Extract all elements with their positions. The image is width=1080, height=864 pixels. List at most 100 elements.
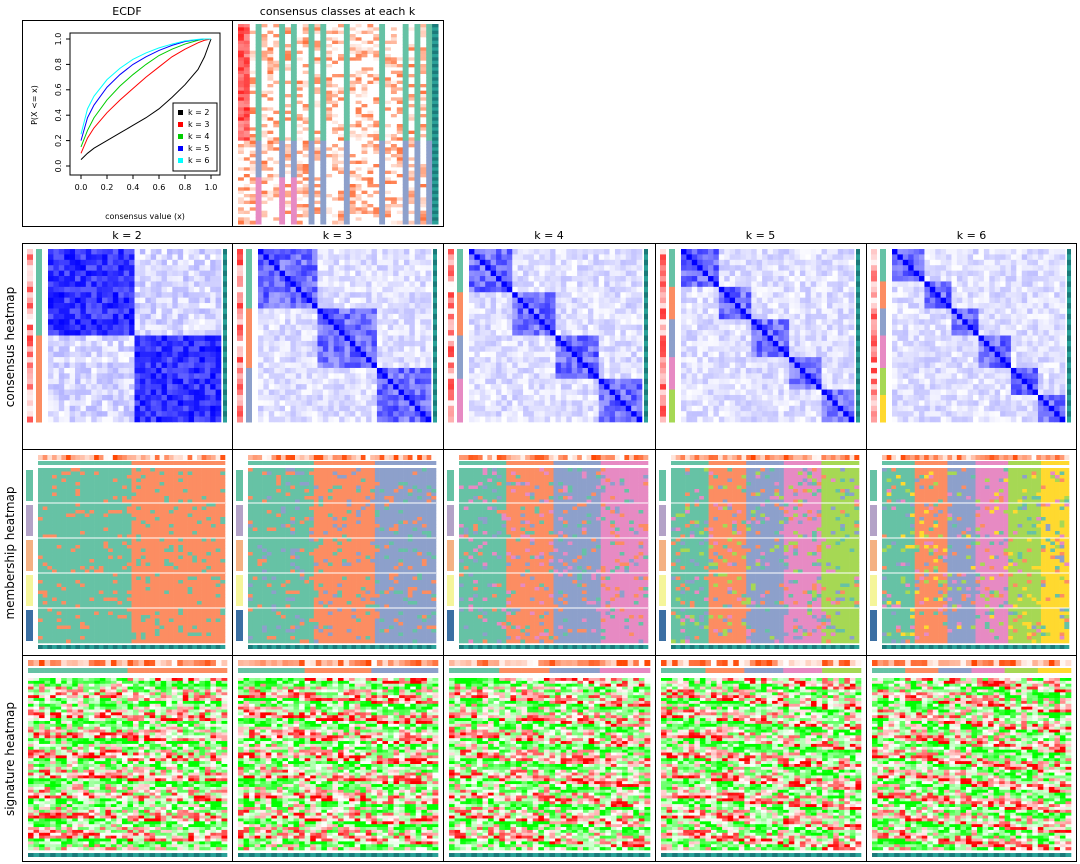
class-cell	[279, 57, 286, 62]
class-cell	[396, 117, 404, 122]
consensus-cell	[398, 411, 405, 417]
consensus-cell	[69, 281, 76, 288]
class-cell	[326, 40, 333, 45]
consensus-cell	[64, 319, 70, 325]
consensus-cell	[333, 405, 340, 412]
consensus-cell	[409, 351, 416, 358]
class-cell	[279, 210, 286, 215]
class-cell	[390, 87, 398, 92]
class-cell	[302, 27, 310, 32]
consensus-cell	[123, 378, 130, 385]
consensus-cell	[382, 411, 389, 417]
consensus-cell	[355, 324, 362, 331]
consensus-cell	[366, 276, 372, 282]
consensus-cell	[177, 351, 184, 358]
class-cell	[367, 150, 374, 155]
consensus-cell	[355, 340, 362, 347]
annotation-cell	[644, 405, 648, 412]
consensus-cell	[312, 270, 318, 277]
silhouette-cell	[448, 330, 454, 336]
class-cell	[390, 104, 398, 108]
consensus-cell	[177, 303, 184, 309]
consensus-cell	[58, 411, 65, 417]
class-cell	[273, 80, 280, 85]
consensus-cell	[550, 297, 556, 304]
consensus-cell	[96, 357, 103, 363]
consensus-cell	[53, 254, 60, 261]
consensus-cell	[85, 324, 92, 331]
consensus-cell	[145, 351, 152, 358]
class-cell	[314, 114, 321, 118]
consensus-cell	[387, 335, 394, 342]
consensus-cell	[517, 292, 524, 298]
consensus-cell	[177, 373, 184, 380]
class-cell	[314, 127, 321, 132]
consensus-cell	[177, 292, 184, 298]
consensus-cell	[550, 324, 556, 331]
class-cell	[314, 124, 321, 128]
consensus-cell	[290, 394, 297, 401]
consensus-cell	[150, 389, 157, 396]
class-cell	[385, 57, 392, 62]
consensus-cell	[496, 270, 502, 277]
consensus-cell	[279, 378, 286, 385]
class-cell	[385, 70, 392, 75]
class-cell	[390, 214, 398, 218]
annotation-cell	[644, 270, 648, 277]
class-cell	[36, 384, 42, 391]
consensus-cell	[496, 340, 502, 347]
class-cell	[426, 27, 433, 32]
silhouette-cell	[237, 346, 243, 353]
class-cell	[267, 80, 274, 85]
class-cell	[267, 197, 274, 202]
consensus-cell	[166, 389, 173, 396]
consensus-cell	[387, 292, 394, 298]
consensus-cell	[631, 249, 637, 255]
class-cell	[267, 120, 274, 125]
consensus-cell	[188, 276, 195, 282]
consensus-cell	[371, 340, 378, 347]
consensus-cell	[118, 292, 124, 298]
consensus-cell	[322, 249, 329, 255]
silhouette-cell	[237, 265, 243, 272]
class-cell	[255, 104, 263, 108]
consensus-cell	[614, 303, 621, 309]
consensus-cell	[587, 270, 594, 277]
class-cell	[296, 204, 304, 208]
annotation-cell	[223, 367, 227, 374]
consensus-cell	[366, 249, 372, 255]
consensus-cell	[258, 265, 264, 271]
consensus-cell	[64, 249, 70, 255]
class-cell	[238, 190, 245, 195]
consensus-cell	[210, 254, 216, 261]
class-cell	[343, 44, 351, 48]
consensus-cell	[371, 362, 378, 369]
class-cell	[296, 140, 304, 145]
consensus-cell	[258, 276, 264, 282]
class-cell	[255, 137, 263, 142]
consensus-cell	[204, 411, 211, 417]
class-cell	[308, 44, 315, 48]
class-cell	[296, 207, 304, 212]
class-cell	[320, 217, 327, 222]
consensus-cell	[139, 362, 146, 369]
class-cell	[308, 127, 315, 132]
consensus-cell	[123, 405, 130, 412]
consensus-cell	[123, 259, 130, 266]
consensus-cell	[506, 259, 513, 266]
consensus-cell	[577, 265, 583, 271]
class-cell	[326, 77, 333, 82]
consensus-cell	[344, 249, 351, 255]
consensus-cell	[156, 276, 162, 282]
consensus-cell	[210, 303, 216, 309]
class-cell	[238, 194, 245, 198]
consensus-cell	[523, 249, 529, 255]
consensus-cell	[393, 297, 399, 304]
consensus-cell	[322, 303, 329, 309]
class-cell	[385, 54, 392, 58]
class-cell	[426, 144, 433, 148]
class-cell	[332, 67, 339, 72]
class-cell	[396, 157, 404, 162]
consensus-cell	[96, 286, 103, 293]
consensus-cell	[112, 297, 119, 304]
